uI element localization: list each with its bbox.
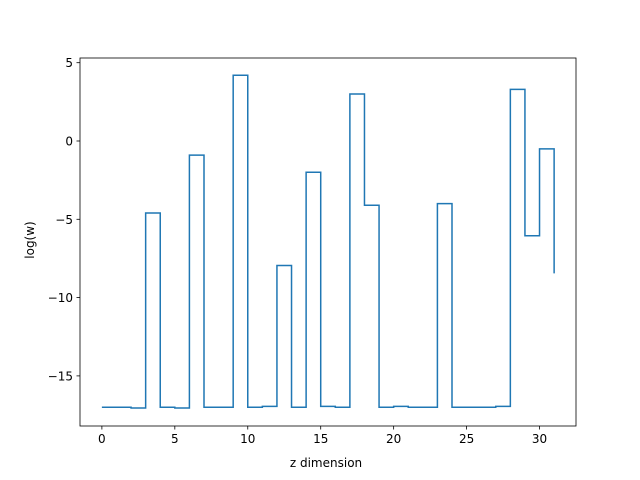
x-tick-label: 10 bbox=[240, 432, 255, 446]
x-tick-label: 25 bbox=[459, 432, 474, 446]
plot-area bbox=[101, 74, 555, 409]
axes-frame bbox=[79, 57, 577, 427]
x-tick-label: 30 bbox=[532, 432, 547, 446]
x-tick-label: 5 bbox=[171, 432, 179, 446]
x-tick-label: 15 bbox=[313, 432, 328, 446]
y-tick-label: 0 bbox=[65, 134, 73, 148]
series-step-line bbox=[101, 74, 555, 409]
y-tick-label: −15 bbox=[48, 369, 73, 383]
y-tick-label: 5 bbox=[65, 56, 73, 70]
y-axis-label: log(w) bbox=[23, 221, 37, 258]
x-tick-label: 0 bbox=[98, 432, 106, 446]
x-tick-label: 20 bbox=[386, 432, 401, 446]
axes: 0 5 10 15 20 25 30 5 0 −5 −10 −15 bbox=[48, 56, 577, 446]
y-tick-label: −5 bbox=[55, 213, 73, 227]
x-axis-label: z dimension bbox=[290, 456, 362, 470]
y-tick-label: −10 bbox=[48, 291, 73, 305]
